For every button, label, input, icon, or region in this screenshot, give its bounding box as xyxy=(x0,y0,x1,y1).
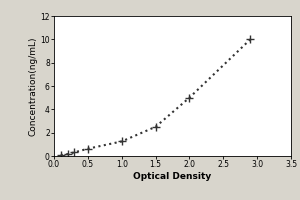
Y-axis label: Concentration(ng/mL): Concentration(ng/mL) xyxy=(28,36,38,136)
X-axis label: Optical Density: Optical Density xyxy=(134,172,212,181)
